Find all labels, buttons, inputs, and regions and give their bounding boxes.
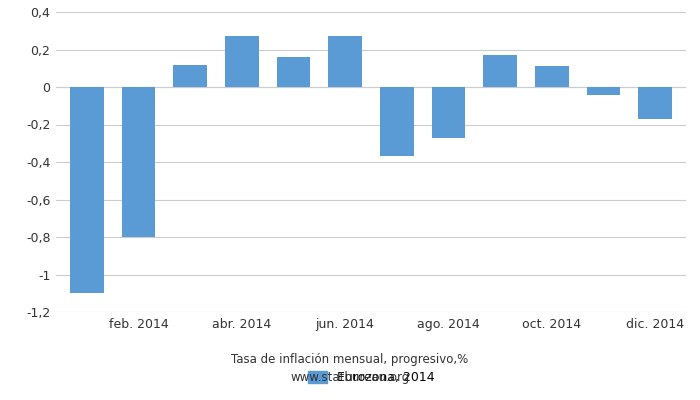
Bar bbox=[587, 87, 620, 94]
Bar bbox=[638, 87, 672, 119]
Bar bbox=[276, 57, 310, 87]
Bar bbox=[483, 55, 517, 87]
Legend: Eurozona, 2014: Eurozona, 2014 bbox=[303, 366, 439, 389]
Bar bbox=[535, 66, 568, 87]
Bar bbox=[225, 36, 259, 87]
Bar bbox=[380, 87, 414, 156]
Bar bbox=[432, 87, 466, 138]
Text: Tasa de inflación mensual, progresivo,%
www.statbureau.org: Tasa de inflación mensual, progresivo,% … bbox=[232, 353, 468, 384]
Bar bbox=[328, 36, 362, 87]
Bar bbox=[174, 64, 207, 87]
Bar bbox=[122, 87, 155, 237]
Bar bbox=[70, 87, 104, 293]
